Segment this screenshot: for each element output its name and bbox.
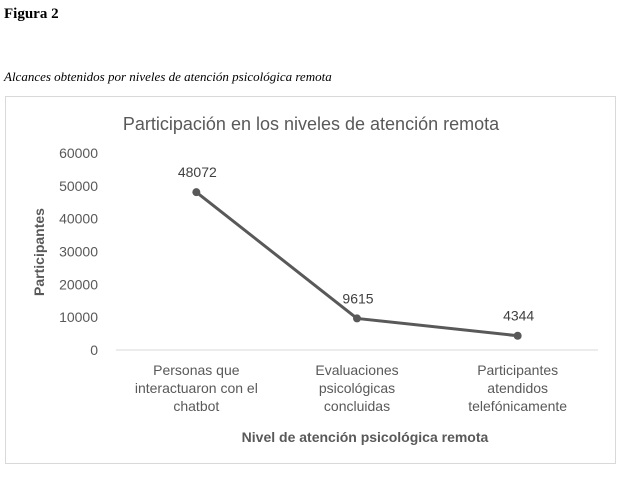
y-tick-label: 30000 — [59, 244, 98, 260]
x-category-label: Evaluaciones psicológicas concluidas — [315, 362, 398, 414]
figure-label: Figura 2 — [4, 6, 59, 22]
x-axis-title: Nivel de atención psicológica remota — [242, 429, 489, 445]
x-category-label: Participantes atendidos telefónicamente — [468, 362, 567, 414]
y-tick-label: 60000 — [59, 145, 98, 161]
data-point — [353, 314, 361, 323]
data-label: 9615 — [342, 290, 373, 306]
data-label: 48072 — [178, 164, 217, 180]
y-tick-label: 20000 — [59, 276, 98, 292]
y-axis-title: Participantes — [31, 208, 47, 296]
data-label: 4344 — [503, 308, 534, 324]
y-tick-label: 10000 — [59, 309, 98, 325]
x-category-label: Personas que interactuaron con el chatbot — [135, 362, 258, 414]
y-tick-label: 40000 — [59, 211, 98, 227]
y-tick-label: 50000 — [59, 178, 98, 194]
chart-title: Participación en los niveles de atención… — [123, 114, 500, 134]
series-line — [195, 190, 518, 338]
data-point — [192, 188, 201, 197]
figure-caption: Alcances obtenidos por niveles de atenci… — [4, 69, 332, 84]
y-tick-label: 0 — [90, 342, 98, 358]
data-point — [513, 331, 522, 340]
